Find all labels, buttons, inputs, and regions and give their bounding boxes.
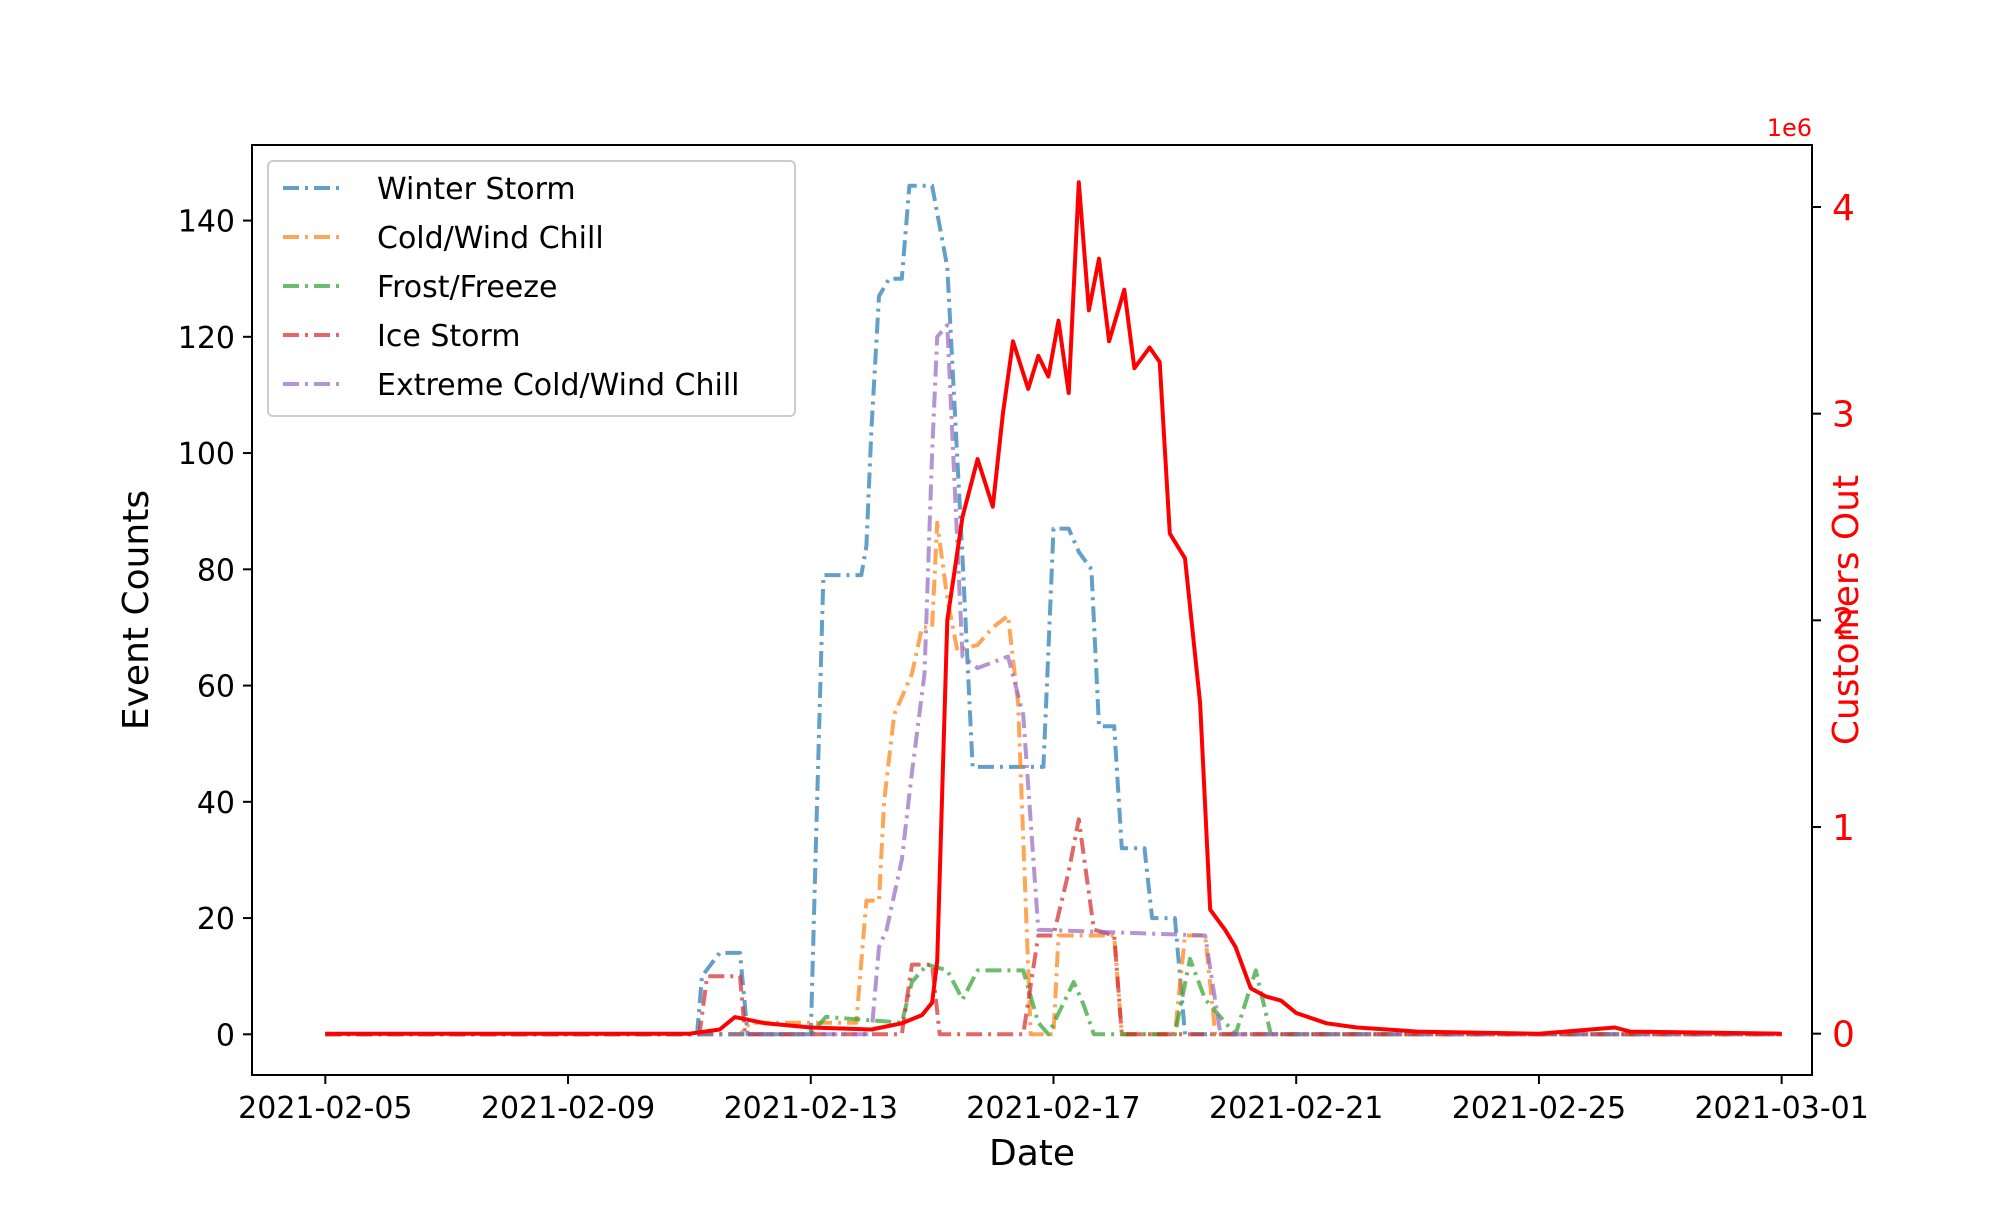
y-tick-label: 140 bbox=[178, 205, 235, 240]
legend-label: Extreme Cold/Wind Chill bbox=[377, 368, 740, 403]
series-layer bbox=[325, 180, 1782, 1037]
legend: Winter Storm Cold/Wind Chill Frost/Freeze I… bbox=[267, 160, 796, 417]
y-tick-label: 0 bbox=[216, 1018, 235, 1053]
x-tick-label: 2021-02-13 bbox=[724, 1091, 898, 1126]
y-axis-title: Event Counts bbox=[116, 490, 157, 730]
y-tick-label: 40 bbox=[197, 786, 235, 821]
x-axis: 2021-02-05 2021-02-09 2021-02-13 2021-02-17… bbox=[238, 1075, 1869, 1126]
legend-label: Frost/Freeze bbox=[377, 270, 557, 305]
y2-tick-label: 3 bbox=[1832, 395, 1855, 436]
y2-tick-label: 1 bbox=[1832, 808, 1855, 849]
y2-tick-label: 4 bbox=[1832, 188, 1855, 229]
legend-label: Ice Storm bbox=[377, 319, 521, 354]
x-axis-title: Date bbox=[989, 1133, 1075, 1174]
y2-axis-title: Customers Out bbox=[1826, 475, 1867, 745]
x-tick-label: 2021-03-01 bbox=[1694, 1091, 1868, 1126]
series-line-cold-wind-chill bbox=[325, 520, 1782, 1037]
legend-box bbox=[267, 160, 796, 417]
y-axis-left: 0 20 40 60 80 100 120 140 bbox=[178, 205, 252, 1053]
x-tick-label: 2021-02-17 bbox=[966, 1091, 1140, 1126]
y-tick-label: 60 bbox=[197, 670, 235, 705]
y2-tick-label: 0 bbox=[1832, 1015, 1855, 1056]
x-tick-label: 2021-02-21 bbox=[1209, 1091, 1383, 1126]
legend-label: Cold/Wind Chill bbox=[377, 221, 604, 256]
x-tick-label: 2021-02-09 bbox=[481, 1091, 655, 1126]
y2-offset-label: 1e6 bbox=[1767, 114, 1812, 142]
y-tick-label: 20 bbox=[197, 902, 235, 937]
y2-tick-label: 2 bbox=[1832, 601, 1855, 642]
x-tick-label: 2021-02-25 bbox=[1452, 1091, 1626, 1126]
y-tick-label: 100 bbox=[178, 437, 235, 472]
y-tick-label: 120 bbox=[178, 321, 235, 356]
legend-label: Winter Storm bbox=[377, 172, 576, 207]
x-tick-label: 2021-02-05 bbox=[238, 1091, 412, 1126]
y-axis-right: 0 1 2 3 4 bbox=[1812, 188, 1855, 1056]
series-line-customers-out bbox=[325, 180, 1782, 1036]
y-tick-label: 80 bbox=[197, 553, 235, 588]
series-line-ice-storm bbox=[325, 817, 1782, 1037]
plot-frame bbox=[251, 144, 1813, 1076]
